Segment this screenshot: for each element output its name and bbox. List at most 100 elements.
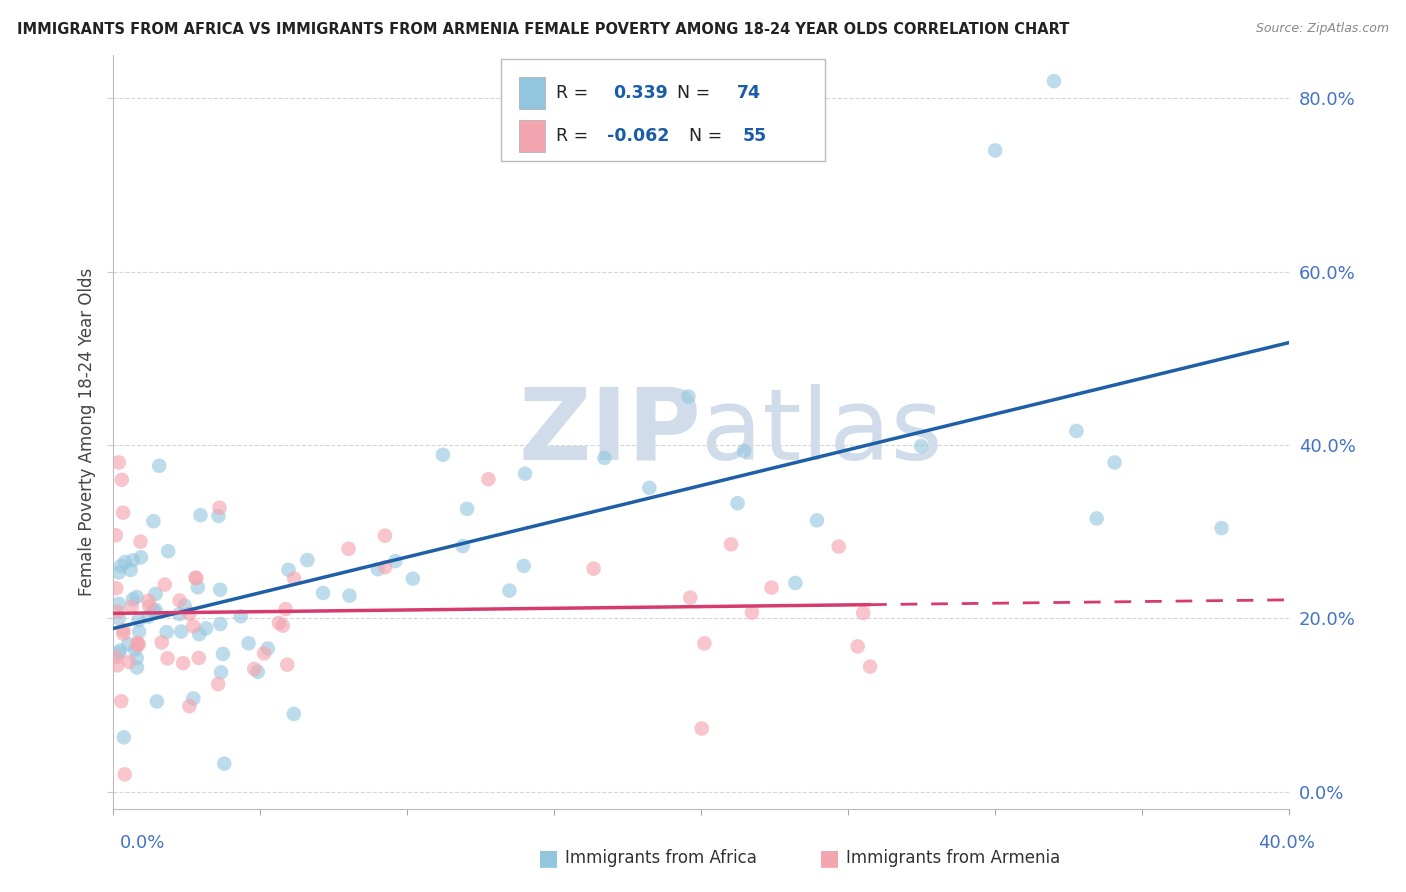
Point: [112, 506, 135, 520]
Point: [271, 618, 294, 632]
Text: ■: ■: [538, 848, 558, 868]
Point: [246, 665, 269, 679]
Point: [129, 534, 152, 549]
Point: [118, 655, 141, 669]
Point: [136, 609, 159, 624]
Y-axis label: Female Poverty Among 18-24 Year Olds: Female Poverty Among 18-24 Year Olds: [79, 268, 96, 596]
Point: [432, 448, 454, 462]
Point: [243, 662, 266, 676]
Point: [384, 554, 406, 568]
Point: [367, 562, 389, 576]
Point: [112, 731, 135, 745]
Point: [456, 501, 478, 516]
Point: [153, 577, 176, 591]
Point: [1211, 521, 1233, 535]
Point: [1043, 74, 1066, 88]
Point: [111, 473, 134, 487]
Point: [138, 599, 160, 614]
Point: [984, 144, 1007, 158]
Point: [207, 677, 229, 691]
Point: [208, 500, 231, 515]
Text: Immigrants from Africa: Immigrants from Africa: [565, 849, 756, 867]
Point: [150, 635, 173, 649]
Point: [339, 589, 361, 603]
Point: [582, 562, 605, 576]
Point: [498, 583, 520, 598]
Text: atlas: atlas: [702, 384, 942, 481]
Point: [104, 650, 127, 665]
Point: [374, 560, 396, 574]
Point: [169, 607, 191, 621]
Point: [477, 472, 499, 486]
Point: [593, 450, 616, 465]
Point: [190, 508, 212, 523]
Point: [108, 597, 131, 611]
Point: [276, 657, 298, 672]
Point: [910, 439, 932, 453]
Point: [693, 636, 716, 650]
Point: [108, 643, 131, 657]
Point: [277, 563, 299, 577]
Point: [238, 636, 260, 650]
Point: [187, 651, 209, 665]
Point: [112, 623, 135, 637]
Point: [128, 613, 150, 627]
Point: [121, 599, 143, 614]
Point: [108, 455, 131, 469]
Text: IMMIGRANTS FROM AFRICA VS IMMIGRANTS FROM ARMENIA FEMALE POVERTY AMONG 18-24 YEA: IMMIGRANTS FROM AFRICA VS IMMIGRANTS FRO…: [17, 22, 1069, 37]
FancyBboxPatch shape: [519, 77, 544, 109]
Point: [105, 658, 128, 673]
Point: [179, 607, 201, 621]
Point: [1104, 455, 1126, 469]
Point: [184, 570, 207, 584]
FancyBboxPatch shape: [519, 120, 544, 152]
Point: [513, 467, 536, 481]
Point: [209, 665, 232, 680]
Point: [129, 550, 152, 565]
Point: [678, 390, 700, 404]
Point: [207, 508, 229, 523]
Point: [727, 496, 749, 510]
Point: [267, 615, 290, 630]
Point: [188, 627, 211, 641]
Point: [169, 593, 191, 607]
Point: [229, 609, 252, 624]
Point: [145, 603, 167, 617]
Point: [741, 606, 763, 620]
Point: [733, 444, 755, 458]
Point: [127, 636, 149, 650]
FancyBboxPatch shape: [501, 59, 824, 161]
Point: [859, 659, 882, 673]
Point: [297, 553, 319, 567]
Point: [107, 605, 129, 619]
Point: [128, 637, 150, 651]
Point: [170, 624, 193, 639]
Text: ■: ■: [820, 848, 839, 868]
Point: [114, 767, 136, 781]
Point: [337, 541, 360, 556]
Point: [105, 581, 128, 595]
Point: [785, 576, 807, 591]
Point: [253, 646, 276, 660]
Point: [690, 722, 713, 736]
Point: [157, 544, 180, 558]
Point: [127, 638, 149, 652]
Point: [125, 660, 148, 674]
Point: [138, 593, 160, 607]
Point: [212, 647, 235, 661]
Point: [104, 528, 127, 542]
Point: [283, 572, 305, 586]
Text: N =: N =: [666, 84, 716, 102]
Point: [156, 651, 179, 665]
Text: 74: 74: [737, 84, 761, 102]
Point: [142, 514, 165, 528]
Text: Immigrants from Armenia: Immigrants from Armenia: [846, 849, 1060, 867]
Point: [110, 558, 132, 573]
Point: [761, 581, 783, 595]
Point: [195, 621, 218, 635]
Point: [124, 642, 146, 657]
Point: [112, 626, 135, 640]
Text: 0.0%: 0.0%: [120, 834, 165, 852]
Point: [148, 458, 170, 473]
Point: [122, 553, 145, 567]
